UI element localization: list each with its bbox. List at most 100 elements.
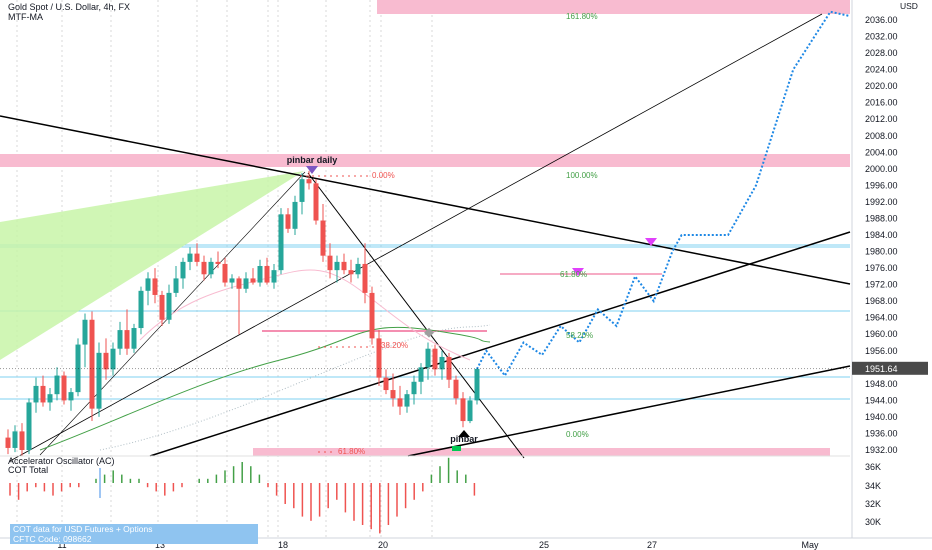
candle-body xyxy=(208,261,214,275)
candle-body xyxy=(47,394,53,403)
candle-body xyxy=(460,398,466,422)
candle-body xyxy=(19,431,25,450)
candle-body xyxy=(376,338,382,378)
candle-body xyxy=(278,214,284,271)
oscillator-tick: 30K xyxy=(865,517,881,527)
candle-body xyxy=(75,344,81,393)
ma-pink xyxy=(139,269,471,361)
price-tick: 1976.00 xyxy=(865,263,898,273)
fib-618-bottom-label: 61.80% xyxy=(338,447,365,456)
pinbar-daily-label: pinbar daily xyxy=(287,155,338,165)
candle-body xyxy=(26,402,32,450)
grey-marker xyxy=(424,327,434,338)
current-price-label: 1951.64 xyxy=(865,364,898,374)
oscillator-tick: 36K xyxy=(865,462,881,472)
candle-body xyxy=(418,367,424,382)
candle-body xyxy=(194,253,200,262)
candle-body xyxy=(271,270,277,283)
candle-body xyxy=(257,266,263,283)
candle-body xyxy=(96,352,102,409)
price-tick: 1964.00 xyxy=(865,313,898,323)
price-tick: 1984.00 xyxy=(865,230,898,240)
candle-body xyxy=(397,398,403,407)
fan-fill xyxy=(0,171,304,360)
oscillator-tick: 34K xyxy=(865,481,881,491)
price-tick: 2028.00 xyxy=(865,48,898,58)
price-tick: 1932.00 xyxy=(865,445,898,455)
price-unit-label: USD xyxy=(900,1,918,11)
price-tick: 1948.00 xyxy=(865,379,898,389)
candle-body xyxy=(40,385,46,403)
candle-body xyxy=(236,278,242,289)
indicator-label: MTF-MA xyxy=(8,12,43,22)
candle-body xyxy=(124,330,130,349)
candle-body xyxy=(166,292,172,320)
price-tick: 1944.00 xyxy=(865,395,898,405)
candle-body xyxy=(383,377,389,391)
pinbar-green-marker xyxy=(452,446,461,451)
candle-body xyxy=(243,278,249,289)
ma-green xyxy=(39,326,491,451)
channel-upper xyxy=(149,231,851,457)
candle-body xyxy=(145,278,151,291)
candle-body xyxy=(474,368,480,401)
candle-body xyxy=(5,437,11,448)
trendline-fan-upper xyxy=(9,13,823,462)
cot-note-line2: CFTC Code: 098662 xyxy=(13,534,92,544)
candle-body xyxy=(201,261,207,275)
cot-subtitle: COT Total xyxy=(8,465,49,475)
price-tick: 2016.00 xyxy=(865,98,898,108)
channel-lower xyxy=(407,365,851,457)
resistance-zone-2000 xyxy=(0,154,850,167)
oscillator-title: Accelerator Oscillator (AC) xyxy=(8,456,115,466)
candle-body xyxy=(285,214,291,229)
trendline-descending xyxy=(0,115,851,285)
candle-body xyxy=(33,385,39,403)
support-zone-1932 xyxy=(253,448,830,456)
candle-body xyxy=(425,348,431,368)
candle-body xyxy=(187,253,193,262)
candle-body xyxy=(229,278,235,283)
price-tick: 1936.00 xyxy=(865,428,898,438)
candle-body xyxy=(12,431,18,448)
candle-body xyxy=(103,352,109,370)
fib-100-label: 100.00% xyxy=(566,171,598,180)
price-tick: 2008.00 xyxy=(865,131,898,141)
candle-body xyxy=(369,292,375,339)
chart-title: Gold Spot / U.S. Dollar, 4h, FX xyxy=(8,2,131,12)
trendline-steep xyxy=(307,172,525,459)
price-tick: 1956.00 xyxy=(865,346,898,356)
fib-161-label: 161.80% xyxy=(566,12,598,21)
time-tick: 20 xyxy=(378,540,388,550)
candle-body xyxy=(320,220,326,256)
candle-body xyxy=(334,261,340,271)
candle-body xyxy=(313,183,319,221)
time-tick: May xyxy=(801,540,819,550)
price-axis-bg xyxy=(852,0,932,550)
candle-body xyxy=(152,278,158,295)
candle-body xyxy=(327,255,333,271)
candle-body xyxy=(404,394,410,407)
price-tick: 1980.00 xyxy=(865,247,898,257)
fib-0-right-label: 0.00% xyxy=(566,430,589,439)
candle-body xyxy=(348,270,354,275)
pinbar-label: pinbar xyxy=(450,434,478,444)
candle-body xyxy=(222,263,228,283)
price-tick: 1992.00 xyxy=(865,197,898,207)
price-tick: 2004.00 xyxy=(865,147,898,157)
candle-body xyxy=(432,348,438,370)
candle-body xyxy=(264,266,270,283)
candle-body xyxy=(299,179,305,202)
candle-body xyxy=(131,328,137,349)
fib-618-top-label: 61.80% xyxy=(560,270,587,279)
price-tick: 2012.00 xyxy=(865,114,898,124)
candle-body xyxy=(173,278,179,293)
candle-body xyxy=(390,390,396,399)
candle-body xyxy=(61,375,67,401)
fib-0-left-label: 0.00% xyxy=(372,171,395,180)
price-tick: 1996.00 xyxy=(865,180,898,190)
candle-body xyxy=(110,348,116,370)
